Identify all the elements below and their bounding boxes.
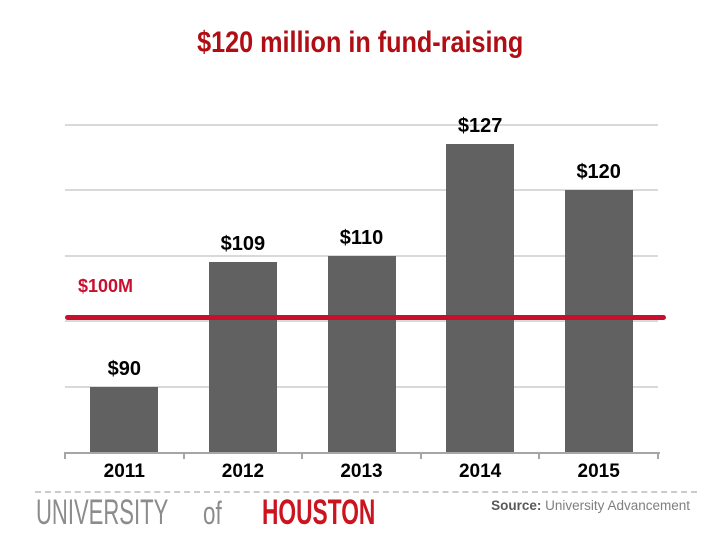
chart-title: $120 million in fund-raising bbox=[0, 26, 720, 60]
logo-of-text: of bbox=[203, 495, 222, 531]
bar-2015 bbox=[564, 190, 633, 452]
x-axis-tick bbox=[419, 452, 422, 459]
source-attribution: Source: University Advancement bbox=[491, 499, 690, 513]
year-label-2011: 2011 bbox=[103, 461, 145, 482]
source-value: University Advancement bbox=[545, 498, 690, 513]
x-axis-tick bbox=[657, 452, 659, 459]
year-label-2014: 2014 bbox=[458, 461, 502, 482]
bar-label-2012: $109 bbox=[220, 233, 266, 256]
chart-title-text: $120 million in fund-raising bbox=[196, 26, 524, 59]
bar-label-2015: $120 bbox=[576, 161, 621, 183]
bar-2012 bbox=[208, 262, 277, 452]
bar-2014 bbox=[446, 144, 515, 452]
x-axis-tick bbox=[64, 452, 66, 459]
gridline-120 bbox=[65, 189, 658, 191]
x-axis-tick bbox=[301, 452, 304, 459]
bar-2011 bbox=[90, 386, 159, 452]
year-label-2012: 2012 bbox=[221, 461, 265, 482]
reference-line bbox=[65, 315, 666, 320]
source-label: Source: bbox=[491, 498, 542, 513]
year-label-2013: 2013 bbox=[340, 461, 383, 482]
bar-label-2013: $110 bbox=[339, 226, 384, 249]
bar-2013 bbox=[327, 255, 396, 452]
year-label-2015: 2015 bbox=[577, 461, 620, 482]
x-axis-tick bbox=[538, 452, 541, 459]
bar-label-2014: $127 bbox=[457, 115, 503, 138]
footer-divider bbox=[35, 491, 697, 493]
gridline-130 bbox=[65, 123, 658, 126]
logo-houston-text: HOUSTON bbox=[262, 493, 376, 532]
reference-line-label: $100M bbox=[78, 276, 134, 296]
bar-label-2011: $90 bbox=[107, 357, 141, 380]
x-axis-tick bbox=[182, 452, 185, 459]
logo-university-text: UNIVERSITY bbox=[36, 493, 169, 532]
x-axis-line bbox=[65, 452, 660, 454]
